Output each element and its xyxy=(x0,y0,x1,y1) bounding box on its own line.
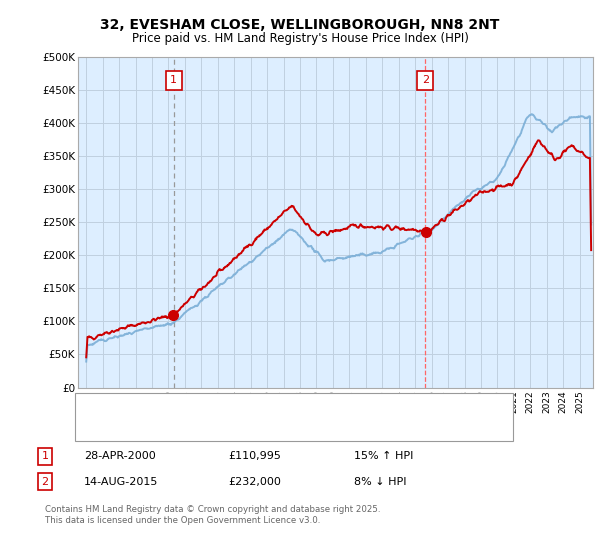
Text: 1: 1 xyxy=(170,75,177,85)
Text: £232,000: £232,000 xyxy=(228,477,281,487)
Text: Contains HM Land Registry data © Crown copyright and database right 2025.
This d: Contains HM Land Registry data © Crown c… xyxy=(45,505,380,525)
Text: £110,995: £110,995 xyxy=(228,451,281,461)
Text: 8% ↓ HPI: 8% ↓ HPI xyxy=(354,477,407,487)
Text: 32, EVESHAM CLOSE, WELLINGBOROUGH, NN8 2NT: 32, EVESHAM CLOSE, WELLINGBOROUGH, NN8 2… xyxy=(100,18,500,32)
Text: 2: 2 xyxy=(422,75,429,85)
Text: 28-APR-2000: 28-APR-2000 xyxy=(84,451,156,461)
Text: 14-AUG-2015: 14-AUG-2015 xyxy=(84,477,158,487)
Text: HPI: Average price, detached house, North Northamptonshire: HPI: Average price, detached house, Nort… xyxy=(109,422,410,432)
Text: 15% ↑ HPI: 15% ↑ HPI xyxy=(354,451,413,461)
Text: Price paid vs. HM Land Registry's House Price Index (HPI): Price paid vs. HM Land Registry's House … xyxy=(131,32,469,45)
Text: 2: 2 xyxy=(41,477,49,487)
Text: 1: 1 xyxy=(41,451,49,461)
Text: 32, EVESHAM CLOSE, WELLINGBOROUGH, NN8 2NT (detached house): 32, EVESHAM CLOSE, WELLINGBOROUGH, NN8 2… xyxy=(109,403,451,413)
